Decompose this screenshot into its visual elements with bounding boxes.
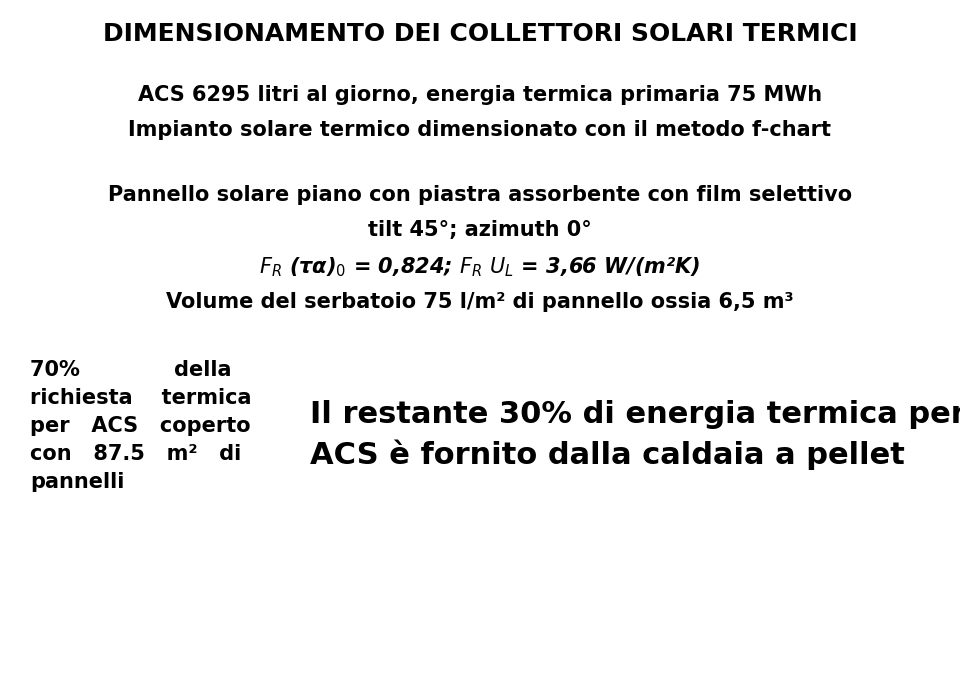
Text: ACS è fornito dalla caldaia a pellet: ACS è fornito dalla caldaia a pellet [310, 440, 905, 470]
Text: $F_R$ (τα)$_0$ = 0,824; $F_R$ $U_L$ = 3,66 W/(m²K): $F_R$ (τα)$_0$ = 0,824; $F_R$ $U_L$ = 3,… [259, 255, 701, 279]
Text: Volume del serbatoio 75 l/m² di pannello ossia 6,5 m³: Volume del serbatoio 75 l/m² di pannello… [166, 292, 794, 312]
Text: Il restante 30% di energia termica per: Il restante 30% di energia termica per [310, 400, 960, 429]
Text: richiesta    termica: richiesta termica [30, 388, 252, 408]
Text: tilt 45°; azimuth 0°: tilt 45°; azimuth 0° [368, 220, 592, 240]
Text: per   ACS   coperto: per ACS coperto [30, 416, 251, 436]
Text: ACS 6295 litri al giorno, energia termica primaria 75 MWh: ACS 6295 litri al giorno, energia termic… [138, 85, 822, 105]
Text: 70%             della: 70% della [30, 360, 231, 380]
Text: pannelli: pannelli [30, 472, 125, 492]
Text: Pannello solare piano con piastra assorbente con film selettivo: Pannello solare piano con piastra assorb… [108, 185, 852, 205]
Text: Impianto solare termico dimensionato con il metodo f-chart: Impianto solare termico dimensionato con… [129, 120, 831, 140]
Text: DIMENSIONAMENTO DEI COLLETTORI SOLARI TERMICI: DIMENSIONAMENTO DEI COLLETTORI SOLARI TE… [103, 22, 857, 46]
Text: con   87.5   m²   di: con 87.5 m² di [30, 444, 241, 464]
